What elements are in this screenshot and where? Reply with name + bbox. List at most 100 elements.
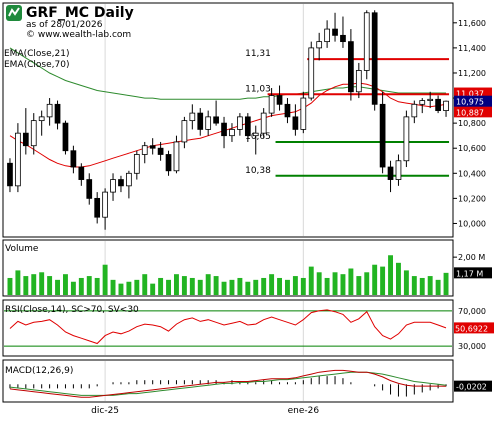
volume-bar: [403, 270, 409, 295]
x-axis-label: ene-26: [288, 406, 320, 416]
candle-down: [165, 154, 172, 172]
candle-down: [221, 122, 227, 137]
ema-upper-tag-bg: [454, 87, 492, 99]
candle-down: [157, 147, 164, 155]
volume-bar: [435, 279, 441, 295]
candle-up: [395, 160, 402, 180]
rsi-series: [4, 309, 452, 347]
level-label: 11,31: [245, 49, 271, 59]
macd-title: MACD(12,26,9): [5, 366, 73, 376]
volume-bar: [126, 281, 132, 295]
volume-bar: [380, 266, 386, 295]
volume-bar: [15, 270, 21, 295]
price-tick-label: 11,400: [458, 44, 486, 53]
macd-signal-line: [9, 371, 447, 396]
candle-down: [284, 103, 291, 118]
candle-up: [15, 132, 21, 187]
candle-up: [205, 116, 212, 130]
volume-bar: [102, 264, 108, 295]
candle-down: [70, 150, 77, 168]
volume-bar: [348, 268, 354, 295]
rsi-title: RSI(Close,14), SC>70, SV<30: [5, 305, 139, 315]
as-of-date: as of 28/01/2026: [26, 20, 103, 30]
volume-bar: [189, 277, 195, 295]
rsi-tick-label: 70,000: [458, 307, 486, 316]
candle-up: [237, 116, 243, 130]
candle-down: [371, 12, 378, 105]
x-axis-label: dic-25: [91, 406, 119, 416]
volume-bar: [47, 276, 53, 295]
price-tick-label: 10,400: [458, 169, 486, 178]
candle-down: [78, 166, 85, 180]
volume-bar: [388, 255, 393, 295]
volume-bar: [364, 272, 370, 295]
volume-bar: [340, 274, 346, 295]
candle-up: [363, 12, 370, 71]
volume-bar: [245, 281, 251, 295]
legend-ema21: EMA(Close,21): [4, 49, 69, 59]
price-tick-label: 10,600: [458, 144, 486, 153]
macd-last-tag-bg: [454, 380, 492, 392]
macd-series: [9, 369, 447, 398]
volume-bar: [411, 276, 417, 295]
volume-bar: [372, 264, 378, 295]
volume-bar: [31, 274, 37, 295]
volume-bar: [150, 283, 156, 295]
volume-bar: [158, 277, 164, 295]
volume-last-tag-bg: [454, 267, 492, 279]
last-price-tag-bg: [454, 95, 492, 107]
candle-down: [348, 41, 354, 93]
candle-up: [133, 154, 140, 174]
site-credit: © www.wealth-lab.com: [26, 30, 131, 40]
candle-up: [355, 70, 362, 93]
volume-bar: [419, 277, 425, 295]
candle-up: [102, 191, 108, 218]
candle-up: [427, 98, 434, 101]
level-label: 11,03: [245, 84, 271, 94]
volume-bar: [253, 279, 259, 295]
rsi-last-tag-bg: [454, 322, 494, 334]
volume-bar: [300, 277, 306, 295]
candle-down: [197, 112, 204, 130]
volume-bar: [221, 281, 227, 295]
volume-bar: [7, 277, 13, 295]
macd-last-tag: -0,0202: [456, 383, 487, 392]
candle-up: [189, 112, 196, 122]
volume-bar: [285, 279, 290, 295]
candle-down: [435, 98, 441, 111]
volume-bar: [55, 279, 60, 295]
candle-up: [308, 47, 315, 99]
candle-up: [30, 120, 37, 147]
volume-bar: [261, 277, 267, 295]
rsi-tick-label: 30,000: [458, 342, 486, 351]
volume-bar: [308, 266, 314, 295]
volume-bar: [205, 274, 211, 295]
ema-lower-tag: 10,887: [456, 108, 484, 117]
volume-panel[interactable]: [2, 239, 454, 297]
volume-bar: [94, 277, 100, 295]
volume-bar: [142, 274, 148, 295]
volume-bar: [237, 277, 243, 295]
rsi-line: [9, 309, 447, 345]
price-panel[interactable]: [2, 2, 454, 238]
volume-bar: [166, 279, 171, 295]
candle-down: [379, 103, 386, 168]
level-label: 10,65: [245, 132, 271, 142]
price-tick-label: 11,200: [458, 69, 486, 78]
volume-bar: [86, 276, 92, 295]
candle-up: [403, 116, 410, 162]
candle-up: [252, 132, 259, 137]
last-price-tag: 10,975: [456, 98, 484, 107]
candle-down: [244, 116, 251, 137]
volume-bar: [396, 262, 401, 295]
candle-up: [268, 95, 275, 114]
candle-up: [316, 41, 323, 49]
volume-bar: [70, 281, 76, 295]
volume-bar: [229, 279, 235, 295]
candle-up: [141, 145, 148, 155]
rsi-last-tag: 50,6922: [455, 324, 488, 333]
volume-bar: [39, 272, 45, 295]
volume-bar: [356, 276, 362, 295]
candle-up: [38, 116, 45, 122]
